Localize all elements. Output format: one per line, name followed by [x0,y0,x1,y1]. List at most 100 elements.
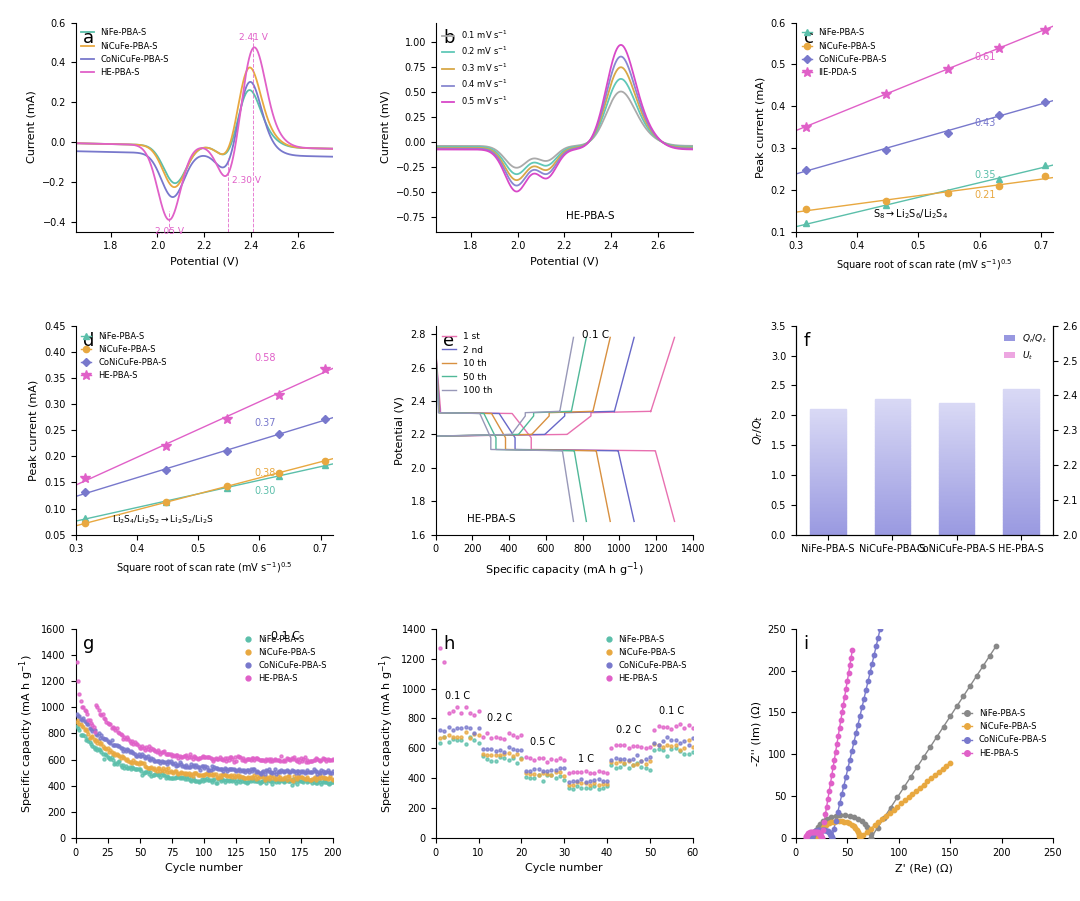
Bar [810,507,846,508]
Point [255,752,272,767]
Point [829,729,847,743]
Point [252,775,269,789]
0.4 mV s$^{-1}$ [581,138,594,149]
Point [942,709,959,724]
Point [129,761,146,776]
Point [166,749,184,763]
Point [526,767,543,781]
Point [812,829,829,843]
Point [173,756,190,770]
Point [823,830,840,844]
Bar [875,401,910,403]
Point [295,775,312,789]
Point [478,748,496,762]
Bar [1003,421,1039,423]
Point [256,767,273,781]
X-axis label: Potential (V): Potential (V) [530,257,598,267]
Point [234,751,252,766]
Point [181,747,199,761]
Point [823,768,840,782]
Point [215,753,232,768]
Point [297,772,314,787]
Point [231,775,248,789]
Point [680,738,698,752]
Point [92,706,109,721]
Y-axis label: $Q_r$/$Q_t$: $Q_r$/$Q_t$ [752,415,765,445]
Point [72,717,90,732]
Point [559,781,577,796]
Point [230,750,247,764]
Point [114,732,132,746]
Bar [1003,494,1039,496]
Bar [810,529,846,530]
Point [230,770,247,785]
Bar [810,459,846,460]
Point [448,730,465,744]
Point [555,760,572,775]
Bar [1003,681,1039,687]
0.2 mV s$^{-1}$ [581,137,594,148]
Bar [1003,404,1039,405]
Point [113,727,131,742]
Bar [939,787,974,792]
Bar [1003,390,1039,392]
Point [810,826,827,841]
Point [100,717,118,732]
Bar [1003,885,1039,890]
Point [676,734,693,749]
Point [68,654,85,669]
Point [276,763,294,778]
Bar [939,702,974,707]
Point [654,741,672,755]
Point [159,757,176,771]
Point [278,773,295,787]
Point [179,760,197,774]
Point [132,749,149,763]
Point [271,754,288,769]
Point [440,705,457,720]
Bar [939,468,974,469]
Bar [875,509,910,510]
Bar [810,456,846,457]
Point [225,755,242,769]
Bar [939,845,974,851]
Bar [939,766,974,771]
Bar [875,406,910,408]
Point [306,773,323,787]
Point [122,736,139,751]
Bar [875,853,910,858]
Point [114,751,132,765]
Point [87,727,105,742]
Point [144,768,161,782]
Point [92,743,109,758]
Point [98,715,116,730]
Point [105,746,122,760]
Point [265,765,282,779]
Bar [875,778,910,783]
Point [186,766,203,780]
Bar [1003,413,1039,414]
Bar [1003,507,1039,508]
Point [594,781,611,796]
Bar [1003,786,1039,791]
Point [314,764,332,778]
Point [302,765,320,779]
Point [207,776,225,790]
Point [798,828,815,842]
Bar [875,448,910,449]
Point [137,764,154,778]
Point [535,764,552,778]
Point [685,721,702,735]
Point [229,763,246,778]
Point [526,770,543,785]
Point [559,778,577,792]
Point [132,755,149,769]
Point [179,772,197,787]
Point [292,751,309,766]
Bar [810,473,846,475]
0.3 mV s$^{-1}$ [602,89,615,100]
Point [305,774,322,788]
X-axis label: Potential (V): Potential (V) [170,257,239,267]
Point [164,748,181,762]
Bar [939,739,974,744]
